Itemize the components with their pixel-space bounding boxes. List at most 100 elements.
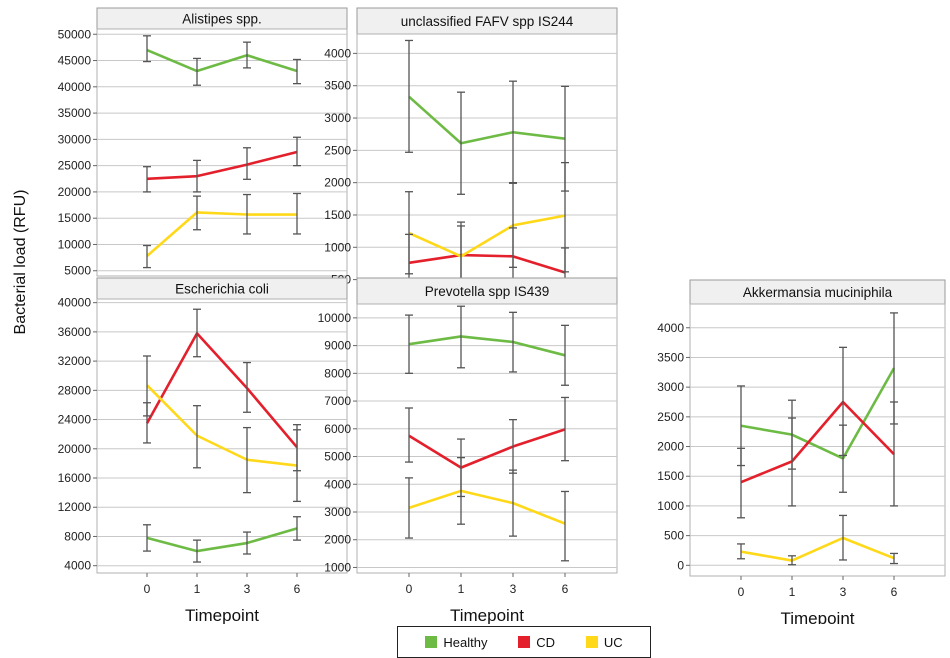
y-tick-label: 0 (677, 558, 684, 572)
legend-item-healthy: Healthy (425, 635, 487, 650)
x-tick-label: 1 (789, 585, 796, 599)
error-bar-cd (243, 147, 251, 180)
panel-5: Akkermansia muciniphila 0 500 1000 1500 2000 2… (657, 279, 946, 624)
y-tick-label: 4000 (324, 477, 351, 491)
error-bar-uc (243, 426, 251, 494)
error-bar-uc (193, 195, 201, 231)
x-tick-label: 1 (458, 582, 465, 596)
plot-area (356, 303, 618, 574)
error-bar-cd (788, 417, 796, 507)
x-axis-label: Timepoint (450, 606, 524, 624)
y-tick-label: 2500 (324, 143, 351, 157)
series-line-healthy (740, 367, 896, 460)
error-bar-cd (405, 407, 413, 463)
y-tick-label: 1000 (324, 240, 351, 254)
plot-area (96, 28, 348, 277)
error-bar-healthy (293, 58, 301, 85)
y-tick-label: 1500 (657, 469, 684, 483)
y-tick-label: 500 (664, 529, 684, 543)
x-tick-label: 3 (244, 582, 251, 596)
y-tick-label: 1000 (657, 499, 684, 513)
error-bar-healthy (193, 539, 201, 563)
error-bar-healthy (143, 524, 151, 552)
panel-strip (356, 7, 618, 35)
legend-swatch-cd (518, 636, 531, 648)
x-axis-label: Timepoint (780, 609, 854, 624)
y-tick-label: 6000 (324, 422, 351, 436)
y-tick-label: 10000 (58, 237, 92, 251)
error-bar-uc (839, 514, 847, 561)
x-tick-label: 6 (294, 582, 301, 596)
y-tick-label: 3000 (324, 505, 351, 519)
legend-item-cd: CD (518, 635, 555, 650)
error-bar-uc (509, 182, 517, 268)
legend-label-cd: CD (536, 634, 556, 650)
y-tick-label: 3500 (657, 350, 684, 364)
y-tick-label: 4000 (324, 46, 351, 60)
y-tick-label: 35000 (58, 106, 92, 120)
error-bar-uc (143, 355, 151, 417)
y-tick-label: 3000 (324, 111, 351, 125)
y-tick-label: 3500 (324, 79, 351, 93)
legend: Healthy CD UC (397, 626, 651, 658)
error-bar-healthy (243, 531, 251, 555)
y-tick-label: 28000 (58, 383, 92, 397)
panel-strip (689, 279, 946, 305)
y-tick-label: 25000 (58, 159, 92, 173)
panel-3: Escherichia coli400080001200016000200002… (58, 277, 348, 624)
x-tick-label: 3 (840, 585, 847, 599)
error-bar-healthy (243, 41, 251, 69)
series-line-uc (146, 211, 297, 258)
error-bar-uc (737, 543, 745, 560)
y-tick-label: 40000 (58, 80, 92, 94)
error-bar-uc (193, 405, 201, 469)
y-tick-label: 36000 (58, 325, 92, 339)
y-tick-label: 12000 (58, 500, 92, 514)
error-bar-uc (890, 552, 898, 565)
y-tick-label: 2000 (657, 440, 684, 454)
y-tick-label: 4000 (64, 559, 91, 573)
plot-area (96, 298, 348, 574)
y-tick-label: 32000 (58, 354, 92, 368)
legend-label-healthy: Healthy (443, 634, 488, 650)
y-tick-label: 4000 (657, 321, 684, 335)
y-tick-label: 10000 (318, 311, 352, 325)
legend-swatch-healthy (425, 636, 438, 648)
error-bar-cd (839, 346, 847, 457)
error-bar-healthy (193, 57, 201, 86)
y-tick-label: 9000 (324, 339, 351, 353)
plot-area (689, 303, 946, 577)
y-tick-label: 50000 (58, 27, 92, 41)
legend-item-uc: UC (585, 634, 623, 650)
error-bar-uc (405, 191, 413, 275)
y-tick-label: 2000 (324, 533, 351, 547)
plot-area (356, 33, 618, 300)
error-bar-uc (293, 429, 301, 503)
series-line-healthy (408, 95, 566, 145)
x-tick-label: 3 (510, 582, 517, 596)
x-tick-label: 0 (406, 582, 413, 596)
x-tick-label: 0 (144, 582, 151, 596)
x-tick-label: 6 (891, 585, 898, 599)
error-bar-healthy (457, 91, 465, 195)
error-bar-uc (143, 244, 151, 269)
series-line-uc (740, 536, 895, 562)
error-bar-healthy (293, 516, 301, 541)
y-tick-label: 20000 (58, 442, 92, 456)
x-tick-label: 1 (194, 582, 201, 596)
series-line-uc (408, 489, 566, 525)
error-bar-cd (737, 447, 745, 519)
panel-title: Akkermansia muciniphila (743, 285, 893, 300)
y-tick-label: 16000 (58, 471, 92, 485)
error-bar-uc (561, 161, 569, 273)
faceted-line-chart: Bacterial load (RFU) Alistipes spp.50001… (12, 7, 946, 624)
error-bar-uc (293, 192, 301, 235)
y-tick-label: 24000 (58, 413, 92, 427)
panel-4: Prevotella spp IS439 1000 2000 3000 4000 5000… (318, 277, 618, 624)
y-axis-label: Bacterial load (RFU) (12, 190, 29, 335)
panel-title: Prevotella spp IS439 (425, 284, 550, 299)
x-tick-label: 6 (562, 582, 569, 596)
y-tick-label: 7000 (324, 394, 351, 408)
error-bar-cd (143, 166, 151, 193)
legend-label-uc: UC (603, 634, 623, 650)
